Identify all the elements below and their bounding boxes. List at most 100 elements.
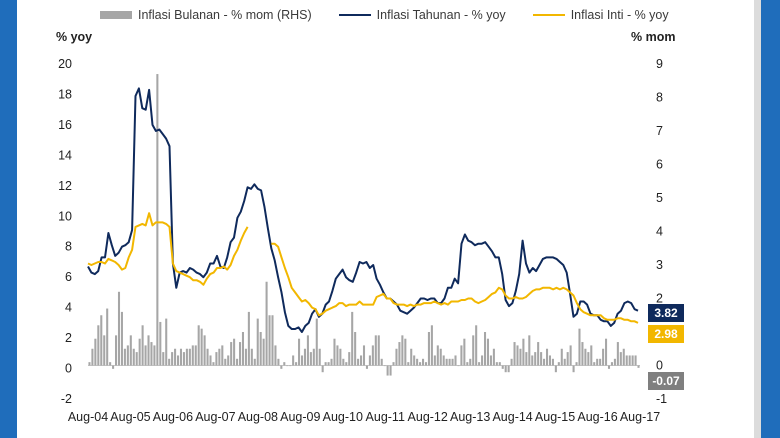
monthly-bar (389, 365, 392, 376)
monthly-bar (354, 332, 357, 366)
right-tick-label: 7 (656, 124, 663, 138)
monthly-bar (419, 362, 422, 366)
x-tick-label: Aug-11 (366, 410, 405, 424)
monthly-bar (97, 325, 100, 366)
end-label-annual: 3.82 (648, 304, 684, 322)
monthly-bar (613, 358, 616, 366)
monthly-bar (392, 362, 395, 366)
left-tick-label: 4 (65, 301, 72, 315)
monthly-bar (466, 362, 469, 366)
right-tick-label: 3 (656, 258, 663, 272)
monthly-bar (345, 362, 348, 366)
monthly-bar (315, 318, 318, 366)
monthly-bar (510, 358, 513, 366)
monthly-bar (348, 352, 351, 366)
monthly-bar (156, 74, 159, 366)
monthly-bar (88, 362, 91, 366)
monthly-bar (262, 338, 265, 366)
monthly-bar (454, 355, 457, 366)
monthly-bar (150, 342, 153, 366)
monthly-bar (233, 338, 236, 366)
left-tick-label: 0 (65, 362, 72, 376)
monthly-bar (495, 362, 498, 366)
right-border-strip (761, 0, 780, 438)
monthly-bar (578, 328, 581, 366)
left-border-strip (0, 0, 17, 438)
monthly-bar (300, 355, 304, 366)
monthly-bar (398, 342, 401, 366)
legend-swatch-core (532, 14, 565, 16)
monthly-bar (120, 311, 123, 366)
monthly-bar (442, 355, 445, 366)
monthly-bar (433, 355, 436, 366)
monthly-bar (268, 315, 271, 366)
monthly-bar (132, 348, 135, 366)
monthly-bar (460, 345, 463, 366)
monthly-bar (129, 335, 132, 366)
monthly-bar (277, 358, 280, 366)
monthly-bar (628, 355, 631, 366)
right-tick-label: 9 (656, 57, 663, 71)
monthly-bar (622, 348, 625, 366)
legend-label-core: Inflasi Inti - % yoy (570, 8, 669, 22)
monthly-bar (404, 338, 407, 366)
x-tick-label: Aug-17 (620, 410, 660, 424)
x-tick-label: Aug-12 (408, 410, 448, 424)
left-tick-label: 8 (65, 240, 72, 254)
monthly-bar (427, 332, 430, 366)
monthly-bar (312, 348, 315, 366)
x-tick-label: Aug-10 (323, 410, 363, 424)
monthly-bar (221, 345, 224, 366)
monthly-bar (280, 365, 283, 369)
monthly-bar (383, 365, 386, 367)
monthly-bar (545, 348, 549, 366)
monthly-bar (422, 358, 425, 366)
monthly-bar (117, 291, 121, 366)
left-tick-label: 20 (58, 57, 72, 71)
monthly-bar (330, 358, 333, 366)
monthly-bar (463, 338, 466, 366)
monthly-bar (209, 355, 212, 366)
monthly-bar (377, 335, 380, 366)
monthly-bar (256, 318, 259, 366)
monthly-bar (560, 348, 563, 366)
monthly-bar (504, 365, 507, 373)
monthly-bar (318, 348, 321, 366)
monthly-bar (365, 365, 368, 369)
right-tick-label: -1 (656, 392, 667, 406)
monthly-bar (492, 348, 495, 366)
legend-item-monthly: Inflasi Bulanan - % mom (RHS) (100, 8, 312, 22)
monthly-bar (575, 362, 578, 366)
monthly-bar (218, 348, 221, 366)
right-border-shade (754, 0, 761, 438)
monthly-bar (584, 348, 587, 366)
monthly-bar (386, 365, 389, 376)
monthly-bar (513, 342, 516, 366)
monthly-bar (165, 318, 168, 366)
monthly-bar (324, 362, 327, 366)
monthly-bar (126, 345, 129, 366)
x-tick-label: Aug-15 (535, 410, 575, 424)
right-tick-label: 0 (656, 359, 663, 373)
monthly-bar (602, 348, 605, 366)
monthly-bar (115, 335, 118, 366)
monthly-bar (534, 352, 537, 366)
monthly-bar (253, 358, 256, 366)
core-inflation-line (87, 212, 639, 324)
monthly-bar (159, 321, 162, 366)
monthly-bar (448, 358, 451, 366)
monthly-bar (557, 362, 560, 366)
monthly-bar (596, 358, 599, 366)
x-tick-label: Aug-16 (577, 410, 617, 424)
left-tick-label: 10 (58, 209, 72, 223)
monthly-bar (498, 362, 501, 366)
monthly-bar (531, 355, 534, 366)
monthly-bar (206, 348, 209, 366)
legend-swatch-annual (338, 14, 371, 16)
monthly-bar (194, 345, 197, 366)
monthly-bar (360, 355, 363, 366)
x-tick-label: Aug-04 (68, 410, 108, 424)
monthly-bar (489, 355, 492, 366)
monthly-bar (230, 342, 233, 366)
monthly-bar (634, 355, 637, 366)
